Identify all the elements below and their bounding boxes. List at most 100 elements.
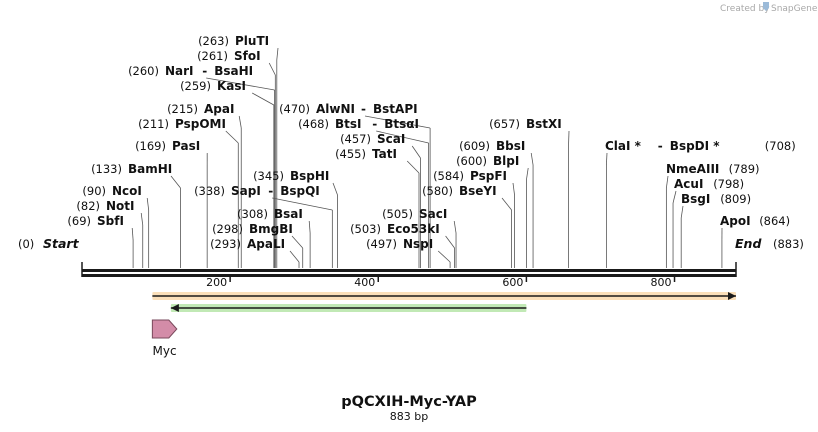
cut-line-connector	[308, 220, 311, 234]
enzyme-site-nari[interactable]: NarI (260) - BsaHI	[128, 64, 253, 78]
enzyme-name: SacI	[419, 207, 447, 221]
cut-line-connector	[206, 77, 275, 91]
enzyme-name: ApoI	[720, 214, 751, 228]
enzyme-name: BbsI	[496, 139, 525, 153]
enzyme-site-blpi[interactable]: BlpI (600)	[456, 154, 519, 168]
cut-line-connector	[453, 220, 457, 234]
enzyme-position: (263)	[198, 34, 229, 48]
enzyme-site-noti[interactable]: NotI (82)	[76, 199, 134, 213]
scale-tick-label: 600	[502, 276, 523, 289]
enzyme-name: KasI	[217, 79, 246, 93]
enzyme-site-bbsi[interactable]: BbsI (609)	[459, 139, 525, 153]
enzyme-site-ncoi[interactable]: NcoI (90)	[82, 184, 141, 198]
enzyme-name: BseYI	[459, 184, 497, 198]
snapgene-logo-icon	[763, 2, 769, 11]
cut-line-connector	[530, 152, 534, 166]
enzyme-position: (133)	[91, 162, 122, 176]
enzyme-site-bsgi[interactable]: BsgI (809)	[681, 192, 751, 206]
enzyme-site-pluti[interactable]: PluTI (263)	[198, 34, 269, 48]
enzyme-position: (864)	[759, 214, 790, 228]
enzyme-position: (708)	[765, 139, 796, 153]
enzyme-position: (455)	[335, 147, 366, 161]
enzyme-site-tati[interactable]: TatI (455)	[335, 147, 397, 161]
end-label-group: End (883)	[735, 236, 804, 251]
enzyme-name: BsaI	[274, 207, 303, 221]
enzyme-position: (468)	[298, 117, 329, 131]
enzyme-position: (260)	[128, 64, 159, 78]
enzyme-site-pspomi[interactable]: PspOMI (211)	[138, 117, 226, 131]
enzyme-site-bsphi[interactable]: BspHI (345)	[253, 169, 329, 183]
start-position: (0)	[18, 237, 34, 251]
cut-line-connector	[605, 152, 608, 166]
end-label: End	[735, 236, 762, 251]
enzyme-name: PasI	[172, 139, 200, 153]
enzyme-site-pspfi[interactable]: PspFI (584)	[433, 169, 507, 183]
enzyme-name: BamHI	[128, 162, 172, 176]
enzyme-site-bstxi[interactable]: BstXI (657)	[489, 117, 562, 131]
enzyme-site-eco53ki[interactable]: Eco53kI (503)	[350, 222, 440, 236]
enzyme-site-clai[interactable]: ClaI * (708) - BspDI *	[605, 139, 796, 153]
feature-green-bar[interactable]	[170, 304, 527, 312]
enzyme-site-pasi[interactable]: PasI (169)	[135, 139, 200, 153]
enzyme-name: AlwNI	[316, 102, 355, 116]
enzyme-position: (470)	[279, 102, 310, 116]
enzyme-site-nmeaiii[interactable]: NmeAIII (789)	[666, 162, 760, 176]
scale-tick-label: 200	[206, 276, 227, 289]
enzyme-position: (789)	[729, 162, 760, 176]
enzyme-name: BtsI	[335, 117, 362, 131]
start-label: Start	[43, 236, 80, 251]
cut-line-connector	[376, 130, 429, 144]
enzyme-site-bamhi[interactable]: BamHI (133)	[91, 162, 172, 176]
enzyme-position: (259)	[180, 79, 211, 93]
cut-line-connector	[525, 167, 529, 181]
enzyme-position: (600)	[456, 154, 487, 168]
enzyme-site-apai[interactable]: ApaI (215)	[167, 102, 234, 116]
features: Myc	[151, 292, 736, 358]
enzyme-site-acui[interactable]: AcuI (798)	[674, 177, 744, 191]
enzyme-site-scai[interactable]: ScaI (457)	[340, 132, 405, 146]
enzyme-site-bsai[interactable]: BsaI (308)	[237, 207, 303, 221]
cut-line-connector	[146, 197, 150, 211]
enzyme-site-bmgbi[interactable]: BmgBI (298)	[212, 222, 293, 236]
map-subtitle: 883 bp	[390, 410, 428, 423]
enzyme-position: (809)	[720, 192, 751, 206]
cut-line-connector	[140, 212, 144, 226]
cut-line-connector	[131, 227, 134, 241]
enzyme-site-alwni[interactable]: AlwNI (470) - BstAPI	[279, 102, 418, 116]
enzyme-site-saci[interactable]: SacI (505)	[382, 207, 447, 221]
enzyme-position: (215)	[167, 102, 198, 116]
enzyme-site-bseyi[interactable]: BseYI (580)	[422, 184, 497, 198]
cut-line-connector	[252, 92, 275, 106]
myc-arrow-icon	[151, 319, 178, 339]
cut-line-connector	[291, 235, 304, 249]
enzyme-site-kasi[interactable]: KasI (259)	[180, 79, 246, 93]
enzyme-name: BlpI	[493, 154, 519, 168]
feature-myc[interactable]: Myc	[151, 319, 178, 358]
enzyme-separator: -	[361, 102, 366, 116]
enzyme-name: NmeAIII	[666, 162, 719, 176]
enzyme-site-apali[interactable]: ApaLI (293)	[210, 237, 285, 251]
feature-orange-bar[interactable]	[152, 292, 736, 300]
cut-site-lines	[131, 47, 723, 268]
enzyme-site-apoi[interactable]: ApoI (864)	[720, 214, 790, 228]
enzyme-site-sapi[interactable]: SapI (338) - BspQI	[194, 184, 320, 198]
enzyme-site-sbfi[interactable]: SbfI (69)	[67, 214, 124, 228]
enzyme-position: (211)	[138, 117, 169, 131]
enzyme-site-sfoi[interactable]: SfoI (261)	[197, 49, 261, 63]
enzyme-position: (169)	[135, 139, 166, 153]
cut-line-connector	[411, 145, 421, 159]
enzyme-name: TatI	[372, 147, 397, 161]
cut-line-connector	[406, 160, 420, 174]
enzyme-name: SbfI	[97, 214, 124, 228]
enzyme-name: BstXI	[526, 117, 562, 131]
backbone-strand-top	[82, 269, 736, 272]
enzyme-position: (580)	[422, 184, 453, 198]
cut-line-connector	[225, 130, 239, 144]
enzyme-name: NarI	[165, 64, 194, 78]
enzyme-name: BspHI	[290, 169, 329, 183]
cut-line-connector	[445, 235, 455, 249]
enzyme-site-nspi[interactable]: NspI (497)	[366, 237, 433, 251]
enzyme-site-btsi[interactable]: BtsI (468) - BtsαI	[298, 117, 419, 131]
end-position: (883)	[773, 237, 804, 251]
